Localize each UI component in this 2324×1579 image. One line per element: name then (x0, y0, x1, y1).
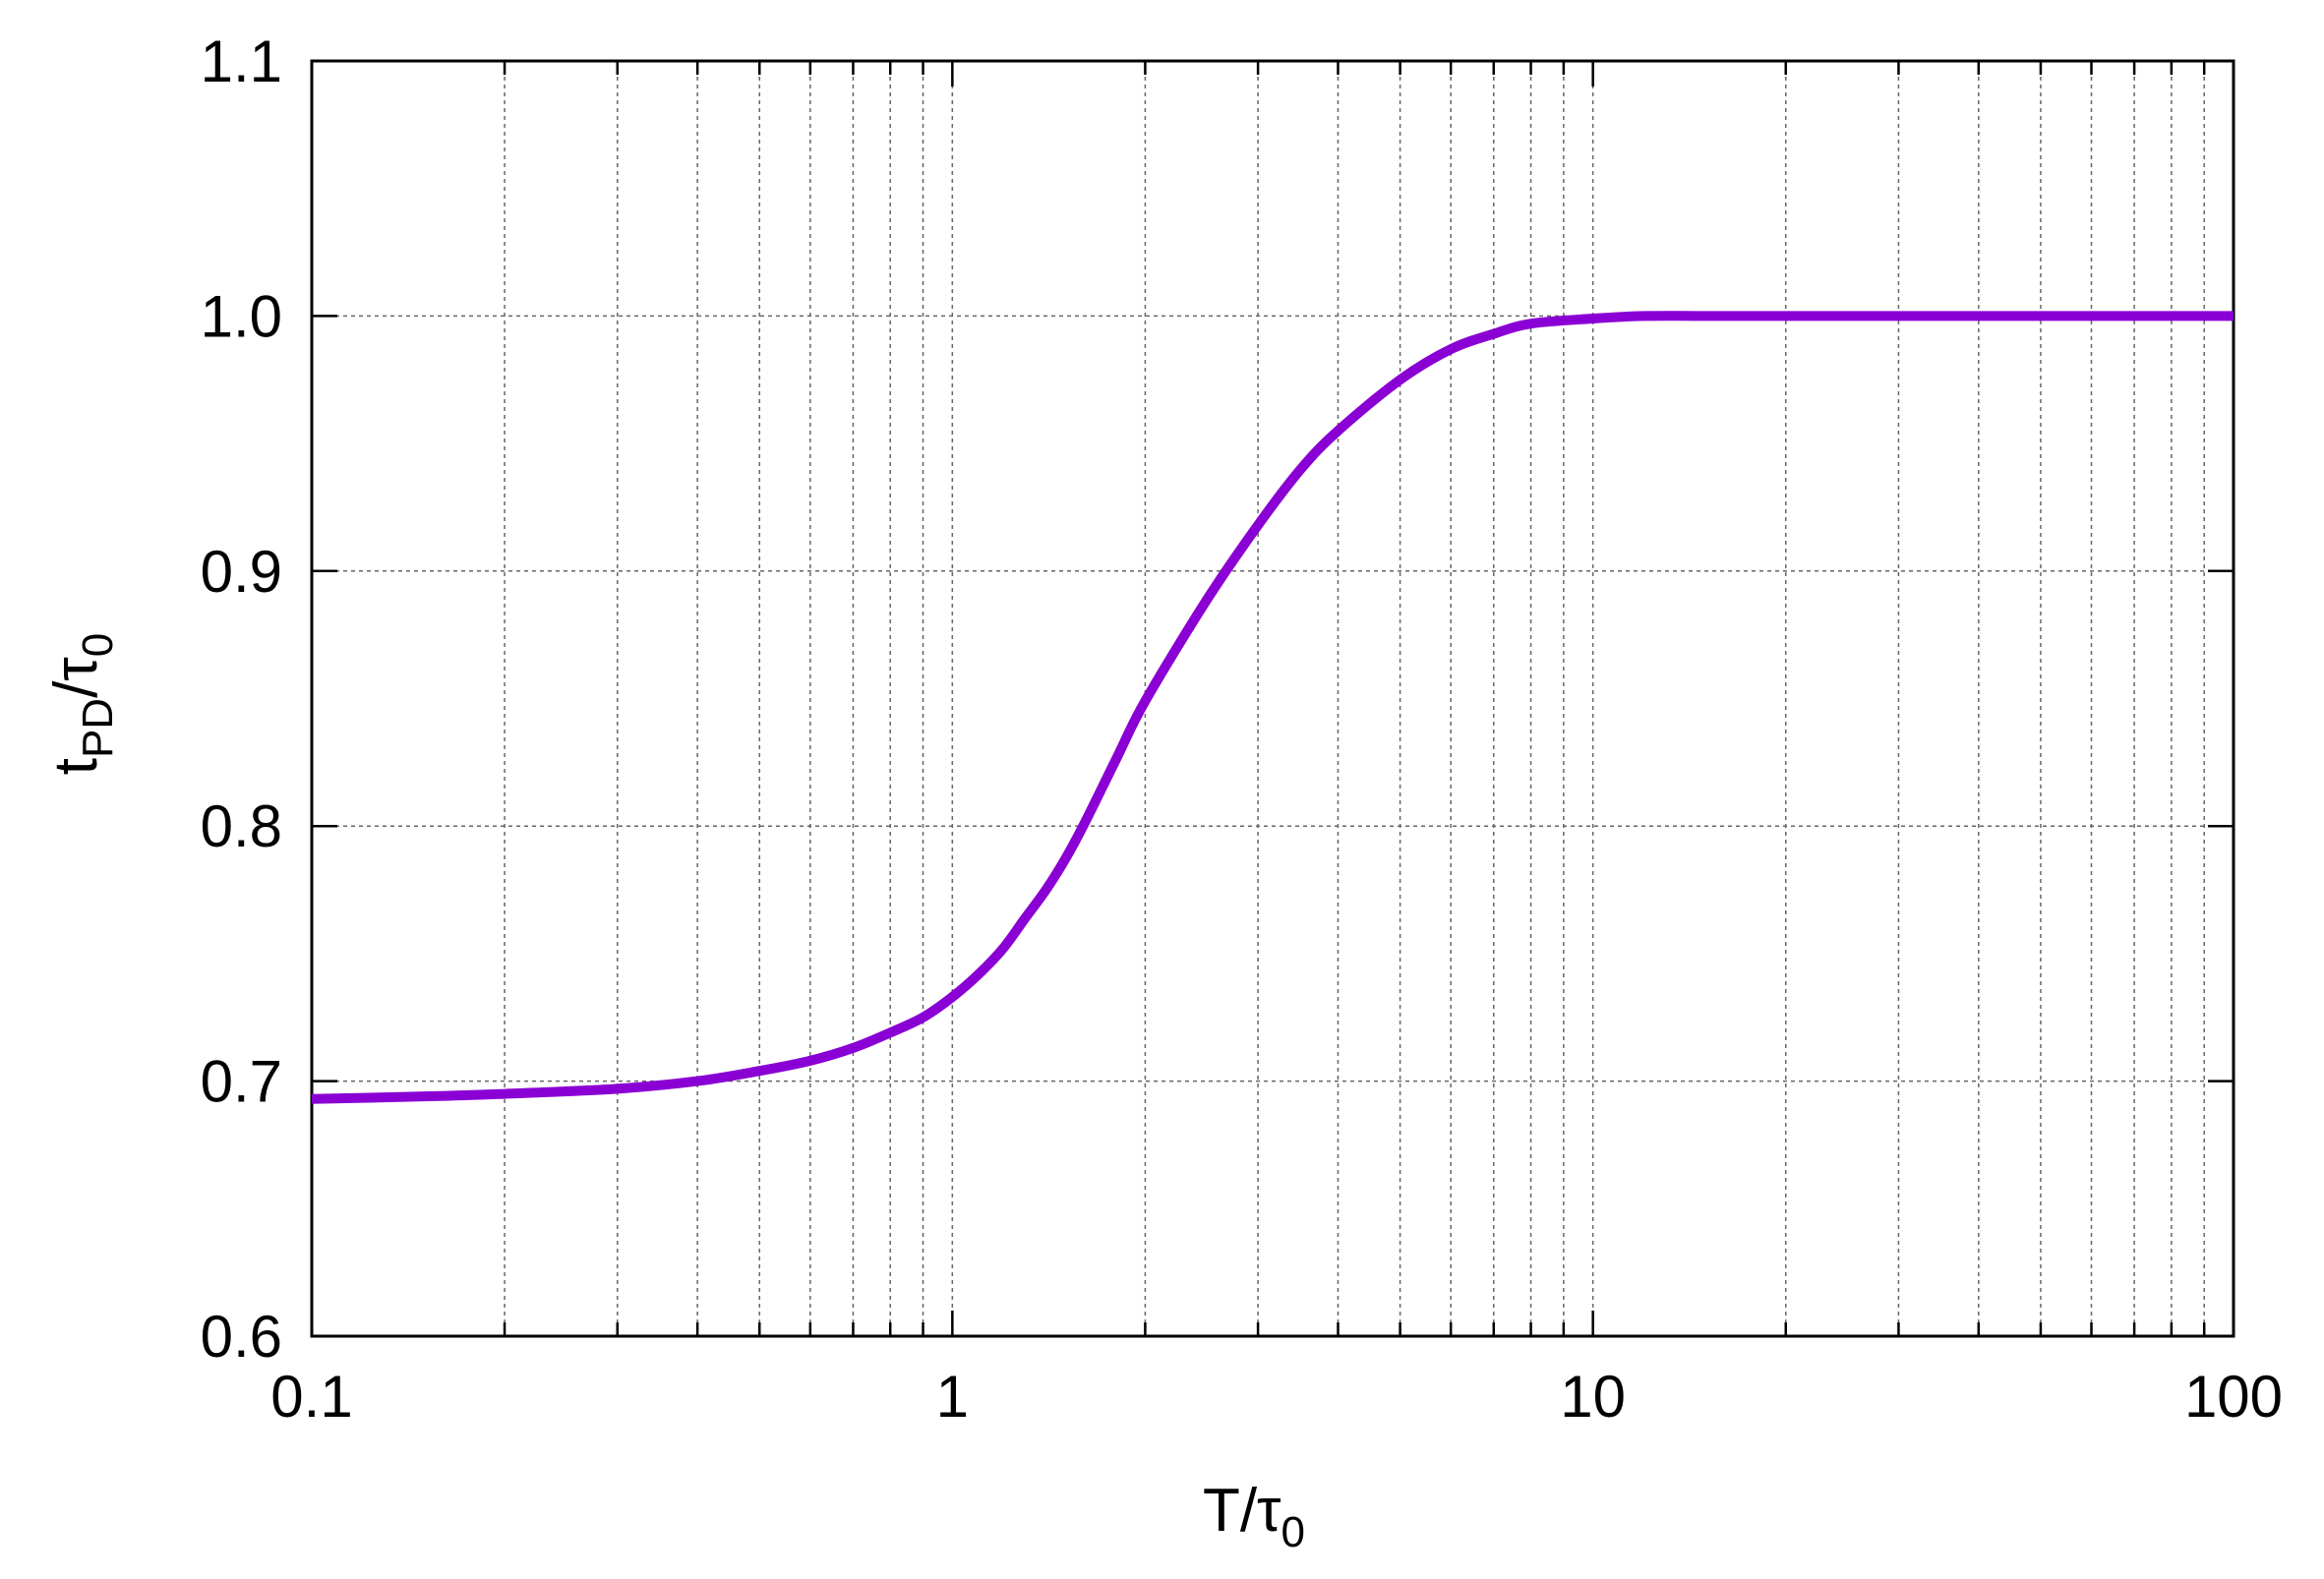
x-tick-labels: 0.1 1 10 100 (270, 1364, 2283, 1430)
x-tick-label: 1 (936, 1364, 969, 1430)
x-tick-label: 0.1 (270, 1364, 352, 1430)
y-axis-label-main: t (42, 758, 110, 775)
y-axis-label: tPD/τ0 (42, 633, 122, 776)
x-tick-label: 100 (2184, 1364, 2283, 1430)
series-group (311, 311, 2234, 1104)
y-tick-label: 1.0 (201, 283, 282, 349)
x-axis-label-main: T/τ (1203, 1477, 1281, 1545)
y-tick-label: 1.1 (201, 29, 282, 94)
y-tick-label: 0.9 (201, 539, 282, 605)
x-axis-label: T/τ0 (1203, 1477, 1305, 1556)
series-line (311, 311, 2234, 1104)
y-tick-label: 0.7 (201, 1049, 282, 1115)
y-axis-label-mid: /τ (42, 657, 110, 698)
x-tick-label: 10 (1560, 1364, 1626, 1430)
y-tick-label: 0.6 (201, 1304, 282, 1370)
y-axis-label-subscript2: 0 (74, 633, 122, 657)
y-axis-label-subscript: PD (74, 698, 122, 758)
axis-ticks (310, 59, 2234, 1338)
x-axis-label-subscript: 0 (1281, 1508, 1305, 1556)
plot-frame (310, 59, 2235, 1338)
y-tick-label: 0.8 (201, 793, 282, 859)
y-tick-labels: 0.6 0.7 0.8 0.9 1.0 1.1 (201, 29, 282, 1370)
grid-lines (312, 61, 2234, 1336)
